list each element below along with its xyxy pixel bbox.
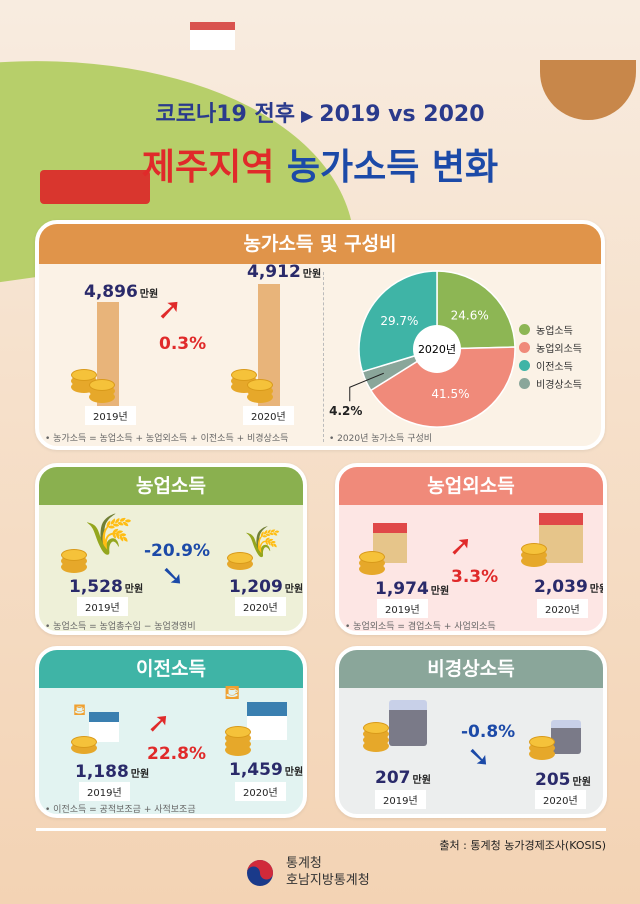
arrow-up-icon: ➚ <box>449 529 473 562</box>
watering-can-icon: ⛾ <box>73 700 87 719</box>
value-2020: 1,459 만원 <box>229 760 304 780</box>
year-label-2020: 2020년 <box>537 599 588 618</box>
value-2019: 4,896 만원 <box>84 282 159 302</box>
coin-stack-icon <box>71 369 97 381</box>
pie-center-label: 2020년 <box>418 343 456 356</box>
coin-stack-icon <box>529 736 555 748</box>
pie-slice-0 <box>436 270 516 350</box>
legend-item: 이전소득 <box>519 358 573 373</box>
arrow-up-icon: ➚ <box>147 706 171 739</box>
pie-label: 29.7% <box>380 314 418 328</box>
formula-note: • 농업외소득 = 겸업소득 + 사업외소득 <box>345 622 496 632</box>
coin-stack-icon <box>225 726 251 738</box>
truck-illustration <box>40 170 150 204</box>
legend-item: 비경상소득 <box>519 376 582 391</box>
year-label-2020: 2020년 <box>235 782 286 801</box>
year-label-2020: 2020년 <box>235 597 286 616</box>
year-label-2020: 2020년 <box>535 790 586 809</box>
panel-title: 농업소득 <box>39 467 303 505</box>
coin-stack-icon <box>359 551 385 563</box>
shop-icon <box>373 523 407 563</box>
coin-stack-icon <box>61 549 87 561</box>
footer-divider <box>36 828 606 831</box>
org-subname: 호남지방통계청 <box>286 873 370 888</box>
year-label-2020: 2020년 <box>243 406 294 425</box>
value-2020: 4,912 만원 <box>247 262 322 282</box>
statistics-korea-logo <box>247 860 273 886</box>
leader-line <box>349 372 384 402</box>
value-2019: 1,528 만원 <box>69 577 144 597</box>
panel-title: 농업외소득 <box>339 467 603 505</box>
pie-center <box>413 325 461 373</box>
legend-item: 농업외소득 <box>519 340 582 355</box>
value-2020: 205 만원 <box>535 770 591 790</box>
wheat-icon: 🌾 <box>84 512 134 558</box>
panel-title: 비경상소득 <box>339 650 603 688</box>
year-label-2019: 2019년 <box>377 599 428 618</box>
panel-title: 이전소득 <box>39 650 303 688</box>
arrow-up-icon: ➚ <box>157 292 183 327</box>
panel-title: 농가소득 및 구성비 <box>39 224 601 264</box>
value-2019: 1,188 만원 <box>75 762 150 782</box>
coin-stack-icon <box>521 543 547 555</box>
panel-total-income: 농가소득 및 구성비 4,896 만원 4,912 만원 2019년 2020년 ➚… <box>35 220 605 450</box>
pie-label: 4.2% <box>329 404 362 418</box>
coin-stack-icon <box>227 552 253 564</box>
watering-can-icon: ⛾ <box>224 680 241 704</box>
coin-stack-icon <box>231 369 257 381</box>
coin-stack-icon <box>247 379 273 391</box>
pie-slice-1 <box>369 346 516 428</box>
value-2020: 2,039 만원 <box>534 577 607 597</box>
change-percent: -0.8% <box>461 722 516 742</box>
bar-2019 <box>97 302 119 419</box>
calculator-icon <box>551 720 581 754</box>
legend-item: 농업소득 <box>519 322 573 337</box>
arrow-down-icon: ➘ <box>467 740 491 773</box>
change-percent: -20.9% <box>144 541 211 561</box>
panel-transfer-income: 이전소득 ⛾ ⛾ ➚ 22.8% 1,188 만원 1,459 만원 2019년 2… <box>35 646 307 818</box>
change-percent: 0.3% <box>159 334 207 354</box>
value-2019: 207 만원 <box>375 768 431 788</box>
pie-label: 24.6% <box>451 308 489 322</box>
value-2019: 1,974 만원 <box>375 579 450 599</box>
house-icon <box>89 712 119 742</box>
arrow-down-icon: ➘ <box>161 559 185 592</box>
coin-stack-icon <box>363 722 389 734</box>
value-2020: 1,209 만원 <box>229 577 304 597</box>
panel-irregular-income: 비경상소득 -0.8% ➘ 207 만원 205 만원 2019년 2020년 <box>335 646 607 818</box>
coin-stack-icon <box>71 736 97 748</box>
pie-label: 41.5% <box>431 387 469 401</box>
formula-note: • 농가소득 = 농업소득 + 농업외소득 + 이전소득 + 비경상소득 <box>45 434 289 444</box>
formula-note: • 농업소득 = 농업총수입 − 농업경영비 <box>45 622 196 632</box>
coin-stack-icon <box>89 379 115 391</box>
change-percent: 3.3% <box>451 567 499 587</box>
org-name: 통계청 <box>286 856 322 871</box>
house-icon <box>247 702 287 740</box>
formula-note: • 이전소득 = 공적보조금 + 사적보조금 <box>45 805 196 815</box>
divider <box>323 272 324 442</box>
page-title: 제주지역 농가소득 변화 <box>141 147 499 188</box>
subtitle: 코로나19 전후 ▶ 2019 vs 2020 <box>155 102 485 127</box>
panel-farm-income: 농업소득 🌾 🌾 -20.9% ➘ 1,528 만원 1,209 만원 2019년 … <box>35 463 307 635</box>
house-illustration <box>190 22 235 50</box>
pie-chart: 24.6% 41.5% 4.2% 29.7% 2020년 <box>329 270 516 428</box>
year-label-2019: 2019년 <box>79 782 130 801</box>
calculator-icon <box>389 700 427 746</box>
year-label-2019: 2019년 <box>77 597 128 616</box>
play-icon: ▶ <box>300 106 314 125</box>
shop-icon <box>539 513 583 563</box>
year-label-2019: 2019년 <box>375 790 426 809</box>
pie-note: • 2020년 농가소득 구성비 <box>329 434 433 444</box>
panel-offfarm-income: 농업외소득 ➚ 3.3% 1,974 만원 2,039 만원 2019년 2020년… <box>335 463 607 635</box>
bar-2020 <box>258 284 280 419</box>
change-percent: 22.8% <box>147 744 206 764</box>
year-label-2019: 2019년 <box>85 406 136 425</box>
source-note: 출처 : 통계청 농가경제조사(KOSIS) <box>439 839 606 852</box>
